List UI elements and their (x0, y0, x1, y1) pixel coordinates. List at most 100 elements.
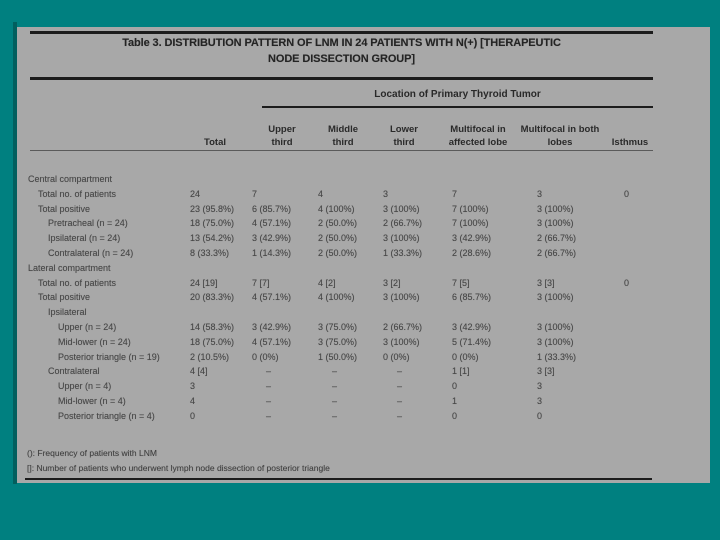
cell-value: 3 (42.9%) (452, 233, 492, 244)
cell-value: 24 (190, 188, 201, 199)
cell-value: 2 (10.5%) (190, 351, 230, 362)
table-row: Mid-lower (n = 24) 18 (75.0%) 4 (57.1%) 3 (… (17, 337, 710, 351)
table-row: Mid-lower (n = 4) 4 – – – 1 3 (17, 396, 710, 410)
cell-value: 3 (75.0%) (318, 322, 358, 332)
row-label: Upper (n = 4) (58, 381, 112, 392)
cell-value: 2 (66.7%) (383, 218, 423, 229)
cell-value: 0 (0%) (452, 351, 479, 362)
row-label: Pretracheal (n = 24) (48, 218, 128, 229)
cell-value: 7 [5] (452, 277, 470, 288)
cell-value: 0 (624, 277, 630, 288)
cell-value: 0 (624, 188, 630, 199)
cell-value: – (266, 381, 272, 392)
column-header: Lower third (390, 124, 418, 149)
scanned-table-panel: Table 3. DISTRIBUTION PATTERN OF LNM IN … (17, 27, 710, 483)
cell-value: 4 (100%) (318, 292, 355, 303)
header-divider-rule (30, 150, 653, 151)
cell-value: 3 [3] (537, 366, 555, 377)
column-header: Isthmus (611, 137, 649, 149)
table-row: Posterior triangle (n = 19) 2 (10.5%) 0 (0… (17, 352, 710, 366)
cell-value: 2 (66.7%) (537, 248, 577, 258)
row-label: Posterior triangle (n = 19) (58, 351, 160, 362)
cell-value: 4 (100%) (318, 203, 355, 214)
cell-value: 3 [2] (383, 277, 401, 288)
cell-value: 3 (100%) (383, 292, 420, 303)
cell-value: 3 (100%) (537, 292, 574, 303)
cell-value: 14 (58.3%) (190, 322, 235, 332)
cell-value: 4 (190, 396, 196, 406)
column-headers: Total Upper third Middle third Lower third M… (17, 115, 710, 150)
cell-value: 4 [4] (190, 366, 208, 377)
column-header: Multifocal in both lobes (520, 124, 600, 149)
cell-value: 18 (75.0%) (190, 336, 235, 347)
cell-value: 4 (318, 188, 324, 199)
row-label: Contralateral (48, 366, 100, 377)
cell-value: 3 (100%) (537, 336, 574, 347)
cell-value: 5 (71.4%) (452, 336, 492, 347)
table-row: Total positive 23 (95.8%) 6 (85.7%) 4 (100%… (17, 204, 710, 218)
cell-value: 8 (33.3%) (190, 248, 230, 258)
table-top-rule (30, 31, 653, 34)
column-header: Upper third (268, 124, 296, 149)
cell-value: 3 (190, 381, 196, 392)
table-row: Lateral compartment (17, 263, 710, 277)
cell-value: 3 (42.9%) (452, 322, 492, 332)
cell-value: 0 (537, 410, 543, 421)
cell-value: 1 (452, 396, 458, 406)
table-row: Upper (n = 4) 3 – – – 0 3 (17, 381, 710, 395)
row-label: Total positive (38, 203, 91, 214)
row-label: Upper (n = 24) (58, 322, 117, 332)
cell-value: 13 (54.2%) (190, 233, 235, 244)
cell-value: 4 (57.1%) (252, 336, 292, 347)
cell-value: 4 (57.1%) (252, 292, 292, 303)
column-header: Total (204, 137, 226, 149)
table-title-line1: Table 3. DISTRIBUTION PATTERN OF LNM IN … (122, 37, 561, 49)
cell-value: 4 (57.1%) (252, 218, 292, 229)
cell-value: 3 (100%) (537, 218, 574, 229)
table-row: Total no. of patients 24 [19] 7 [7] 4 [2] 3 … (17, 278, 710, 292)
cell-value: – (266, 366, 272, 377)
cell-value: 3 (42.9%) (252, 233, 292, 244)
cell-value: 3 (75.0%) (318, 336, 358, 347)
table-row: Pretracheal (n = 24) 18 (75.0%) 4 (57.1%) 2… (17, 218, 710, 232)
cell-value: 2 (50.0%) (318, 218, 358, 229)
cell-value: 0 (0%) (383, 351, 410, 362)
row-label: Central compartment (28, 174, 113, 184)
row-label: Total no. of patients (38, 188, 117, 199)
row-label: Total no. of patients (38, 277, 117, 288)
cell-value: 0 (190, 410, 196, 421)
cell-value: 20 (83.3%) (190, 292, 235, 303)
row-label: Lateral compartment (28, 262, 111, 273)
cell-value: 6 (85.7%) (452, 292, 492, 303)
row-label: Mid-lower (n = 4) (58, 396, 126, 406)
cell-value: 1 (50.0%) (318, 351, 358, 362)
cell-value: – (332, 381, 338, 392)
table-row: Central compartment (17, 174, 710, 188)
spanner-header: Location of Primary Thyroid Tumor (374, 89, 541, 100)
cell-value: 2 (66.7%) (383, 322, 423, 332)
row-label: Ipsilateral (n = 24) (48, 233, 121, 244)
cell-value: 1 (33.3%) (537, 351, 577, 362)
title-divider-rule (30, 77, 653, 80)
cell-value: 3 (100%) (537, 203, 574, 214)
cell-value: 3 [3] (537, 277, 555, 288)
cell-value: 3 (100%) (537, 322, 574, 332)
cell-value: 1 (14.3%) (252, 248, 292, 258)
cell-value: 23 (95.8%) (190, 203, 235, 214)
cell-value: 0 (452, 381, 458, 392)
table-row: Ipsilateral (17, 307, 710, 321)
cell-value: 4 [2] (318, 277, 336, 288)
table-row: Total positive 20 (83.3%) 4 (57.1%) 4 (100%… (17, 292, 710, 306)
row-label: Total positive (38, 292, 91, 303)
cell-value: 2 (66.7%) (537, 233, 577, 244)
table-bottom-rule (25, 478, 652, 480)
cell-value: 7 (252, 188, 258, 199)
cell-value: 2 (28.6%) (452, 248, 492, 258)
cell-value: 18 (75.0%) (190, 218, 235, 229)
cell-value: 1 [1] (452, 366, 470, 377)
footnote-frequency: (): Frequency of patients with LNM (27, 448, 157, 458)
table-title: Table 3. DISTRIBUTION PATTERN OF LNM IN … (30, 35, 653, 67)
column-header: Multifocal in affected lobe (448, 124, 508, 149)
cell-value: – (332, 410, 338, 421)
cell-value: – (266, 396, 272, 406)
